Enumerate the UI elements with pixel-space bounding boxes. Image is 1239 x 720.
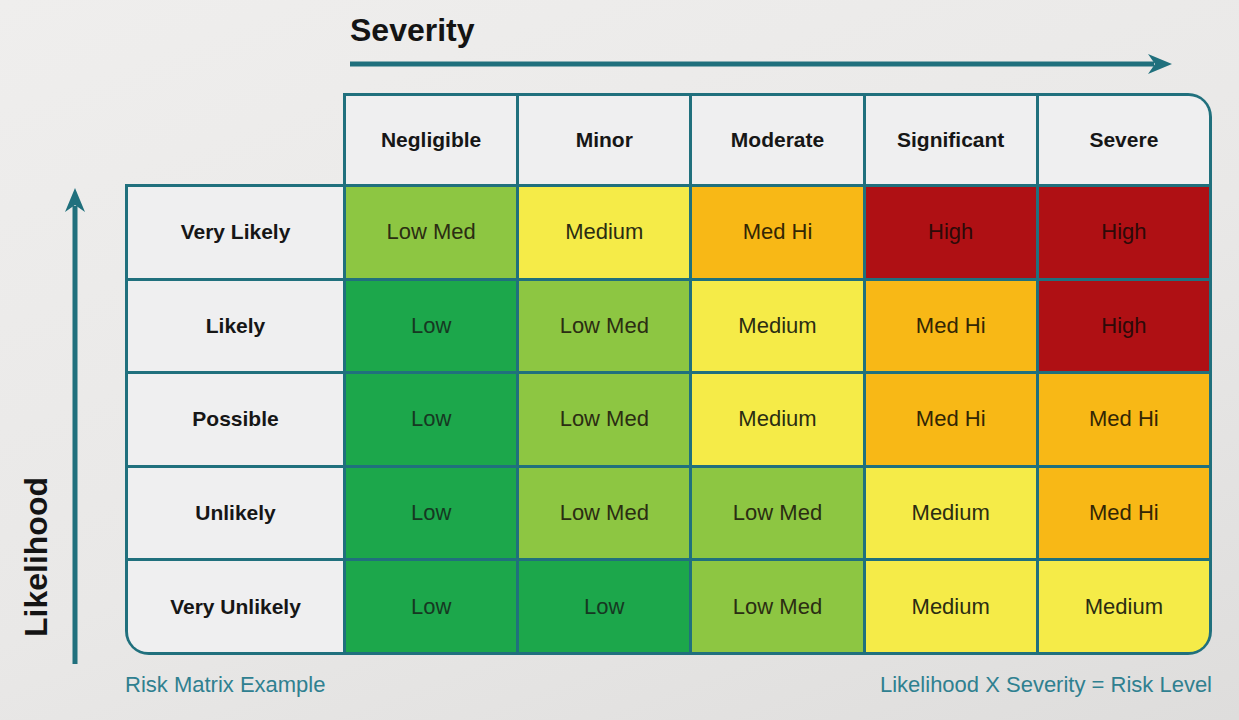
severity-header-significant: Significant bbox=[866, 96, 1036, 184]
likelihood-label-column: Very LikelyLikelyPossibleUnlikelyVery Un… bbox=[125, 184, 346, 655]
matrix-cell-unlikely-minor: Low Med bbox=[519, 468, 689, 559]
matrix-cell-very-unlikely-significant: Medium bbox=[866, 561, 1036, 652]
matrix-cell-possible-negligible: Low bbox=[346, 374, 516, 465]
matrix-cell-likely-significant: Med Hi bbox=[866, 281, 1036, 372]
severity-header-negligible: Negligible bbox=[346, 96, 516, 184]
severity-header-severe: Severe bbox=[1039, 96, 1209, 184]
matrix-cell-likely-minor: Low Med bbox=[519, 281, 689, 372]
matrix-cell-very-likely-moderate: Med Hi bbox=[692, 187, 862, 278]
risk-grid: Low MedMediumMed HiHighHighLowLow MedMed… bbox=[343, 184, 1212, 655]
matrix-cell-very-likely-severe: High bbox=[1039, 187, 1209, 278]
likelihood-label-likely: Likely bbox=[128, 281, 343, 372]
caption-risk-matrix-example: Risk Matrix Example bbox=[125, 672, 325, 698]
severity-header-row: NegligibleMinorModerateSignificantSevere bbox=[343, 93, 1212, 187]
matrix-cell-likely-negligible: Low bbox=[346, 281, 516, 372]
matrix-cell-possible-moderate: Medium bbox=[692, 374, 862, 465]
matrix-cell-unlikely-negligible: Low bbox=[346, 468, 516, 559]
matrix-cell-unlikely-moderate: Low Med bbox=[692, 468, 862, 559]
likelihood-label-unlikely: Unlikely bbox=[128, 468, 343, 559]
matrix-cell-very-unlikely-severe: Medium bbox=[1039, 561, 1209, 652]
matrix-cell-possible-minor: Low Med bbox=[519, 374, 689, 465]
likelihood-axis-arrow bbox=[64, 186, 86, 666]
matrix-cell-unlikely-severe: Med Hi bbox=[1039, 468, 1209, 559]
likelihood-label-very-likely: Very Likely bbox=[128, 187, 343, 278]
severity-axis-title: Severity bbox=[350, 12, 475, 49]
severity-axis-arrow bbox=[350, 53, 1176, 75]
caption-formula: Likelihood X Severity = Risk Level bbox=[880, 672, 1212, 698]
matrix-cell-possible-severe: Med Hi bbox=[1039, 374, 1209, 465]
matrix-cell-very-likely-minor: Medium bbox=[519, 187, 689, 278]
matrix-cell-likely-severe: High bbox=[1039, 281, 1209, 372]
matrix-cell-very-unlikely-moderate: Low Med bbox=[692, 561, 862, 652]
matrix-cell-very-likely-negligible: Low Med bbox=[346, 187, 516, 278]
matrix-cell-likely-moderate: Medium bbox=[692, 281, 862, 372]
matrix-cell-possible-significant: Med Hi bbox=[866, 374, 1036, 465]
matrix-cell-very-unlikely-minor: Low bbox=[519, 561, 689, 652]
matrix-cell-unlikely-significant: Medium bbox=[866, 468, 1036, 559]
matrix-cell-very-unlikely-negligible: Low bbox=[346, 561, 516, 652]
severity-header-moderate: Moderate bbox=[692, 96, 862, 184]
likelihood-label-very-unlikely: Very Unlikely bbox=[128, 561, 343, 652]
likelihood-axis-title: Likelihood bbox=[15, 437, 57, 677]
matrix-cell-very-likely-significant: High bbox=[866, 187, 1036, 278]
likelihood-label-possible: Possible bbox=[128, 374, 343, 465]
severity-header-minor: Minor bbox=[519, 96, 689, 184]
